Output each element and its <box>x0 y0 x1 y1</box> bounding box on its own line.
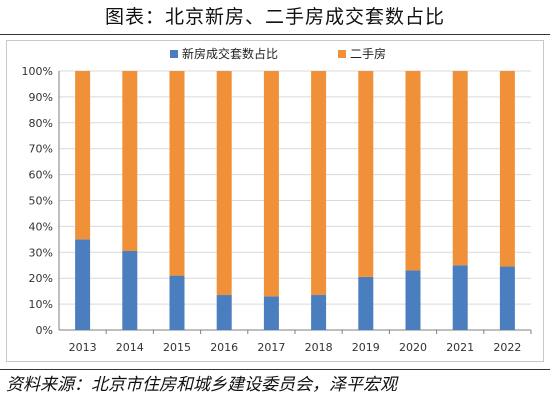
chart-frame: 0% 10% 20% 30% 40% 50% 60% 70% 80% 90% 100% 2013 201… <box>6 40 544 362</box>
source-text: 北京市住房和城乡建设委员会，泽平宏观 <box>91 375 397 395</box>
x-tick-label: 2013 <box>69 341 97 354</box>
y-tick-label: 70% <box>29 143 53 156</box>
bar-second-hand <box>122 71 138 252</box>
x-tick-label: 2020 <box>399 341 427 354</box>
bar-second-hand <box>358 71 374 277</box>
bar-new-house <box>405 270 421 330</box>
bar-second-hand <box>75 71 91 240</box>
legend-label-second-hand: 二手房 <box>350 46 386 61</box>
bar-second-hand <box>169 71 185 276</box>
bar-new-house <box>75 239 91 330</box>
x-tick-label: 2016 <box>210 341 238 354</box>
bar-new-house <box>263 296 279 330</box>
legend-swatch-new-house <box>170 50 178 58</box>
bar-new-house <box>216 295 232 330</box>
bar-second-hand <box>452 71 468 266</box>
y-tick-label: 90% <box>29 91 53 104</box>
bar-second-hand <box>405 71 421 271</box>
x-tick-label: 2015 <box>163 341 191 354</box>
bar-new-house <box>122 251 138 330</box>
y-tick-label: 0% <box>36 324 53 337</box>
x-tick-label: 2014 <box>116 341 144 354</box>
chart-title: 图表：北京新房、二手房成交套数占比 <box>104 6 445 28</box>
y-tick-label: 20% <box>29 272 53 285</box>
x-tick-label: 2019 <box>352 341 380 354</box>
bar-new-house <box>311 295 327 330</box>
bar-new-house <box>358 276 374 330</box>
y-tick-label: 40% <box>29 220 53 233</box>
bar-second-hand <box>216 71 232 296</box>
bar-second-hand <box>499 71 515 267</box>
legend-label-new-house: 新房成交套数占比 <box>182 46 278 61</box>
bar-new-house <box>169 275 185 330</box>
source-separator: ： <box>74 375 91 395</box>
x-tick-label: 2017 <box>257 341 285 354</box>
bar-second-hand <box>263 71 279 297</box>
bar-new-house <box>499 266 515 330</box>
source-note: 资料来源：北京市住房和城乡建设委员会，泽平宏观 <box>6 371 546 399</box>
stacked-bar-chart: 0% 10% 20% 30% 40% 50% 60% 70% 80% 90% 100% 2013 201… <box>22 46 532 354</box>
y-tick-label: 50% <box>29 195 53 208</box>
y-tick-label: 60% <box>29 169 53 182</box>
bar-second-hand <box>311 71 327 296</box>
title-divider <box>0 34 550 35</box>
source-label: 资料来源 <box>6 375 74 395</box>
y-tick-label: 30% <box>29 246 53 259</box>
legend-swatch-second-hand <box>338 50 346 58</box>
source-divider <box>0 369 550 370</box>
y-tick-label: 100% <box>22 65 53 78</box>
x-tick-label: 2021 <box>446 341 474 354</box>
x-tick-label: 2022 <box>493 341 521 354</box>
bar-new-house <box>452 265 468 330</box>
x-tick-label: 2018 <box>305 341 333 354</box>
y-tick-label: 10% <box>29 298 53 311</box>
y-tick-label: 80% <box>29 117 53 130</box>
